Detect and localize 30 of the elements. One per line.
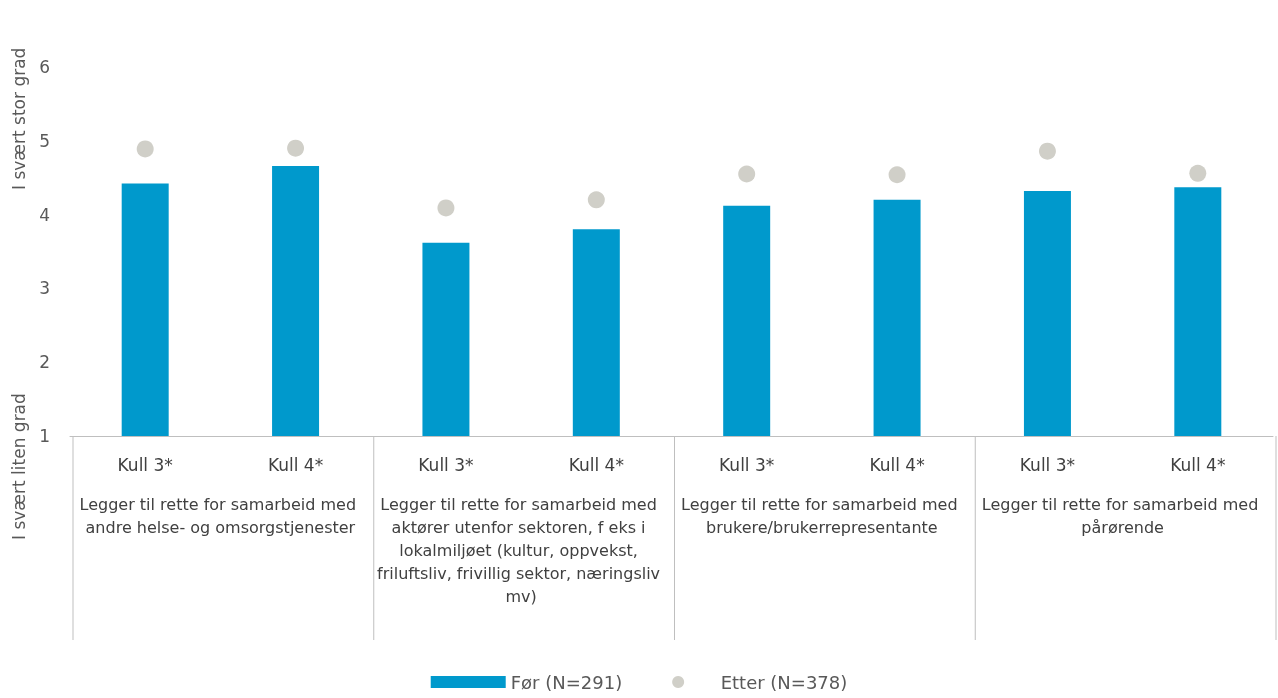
text: Legger til rette for samarbeid med pårørende <box>981 495 1264 537</box>
point <box>437 199 455 217</box>
y-tick-label: 3 <box>39 278 50 299</box>
x-tick-label: Kull 3* <box>719 454 775 475</box>
legend-label: Før (N=291) <box>510 671 623 693</box>
point <box>888 166 906 184</box>
y-tick-label: 5 <box>39 130 50 151</box>
point <box>287 139 305 157</box>
legend-label: Etter (N=378) <box>720 671 848 693</box>
y-axis-title: I svært stor grad <box>8 47 29 190</box>
x-tick-label: Kull 3* <box>117 454 173 475</box>
x-tick-label: Kull 3* <box>418 454 474 475</box>
text: I svært liten grad <box>8 393 29 540</box>
x-tick-label: Kull 4* <box>1170 454 1226 475</box>
x-tick-label: Kull 4* <box>267 454 324 475</box>
y-tick-label: 6 <box>39 57 50 77</box>
point <box>587 191 605 209</box>
point <box>136 140 154 158</box>
x-tick-label: Kull 3* <box>1019 454 1076 475</box>
y-tick-label: 4 <box>39 204 50 225</box>
text: Legger til rette for samarbeid med aktører utenfor sektoren, f eks i lokalmiljøet (kultur, oppvekst, friluftsliv, frivillig sektor, næringsliv mv) <box>377 495 666 606</box>
y-tick-label: 2 <box>39 352 50 373</box>
text: Legger til rette for samarbeid med andre helse- og omsorgstjenester <box>79 495 362 537</box>
point <box>738 165 756 183</box>
text: Legger til rette for samarbeid med brukere/brukerrepresentante <box>681 495 963 537</box>
y-tick-label: 1 <box>39 426 50 446</box>
x-tick-label: Kull 4* <box>869 454 925 475</box>
x-tick-label: Kull 4* <box>568 454 624 475</box>
point <box>1038 142 1056 160</box>
point <box>1189 164 1207 182</box>
